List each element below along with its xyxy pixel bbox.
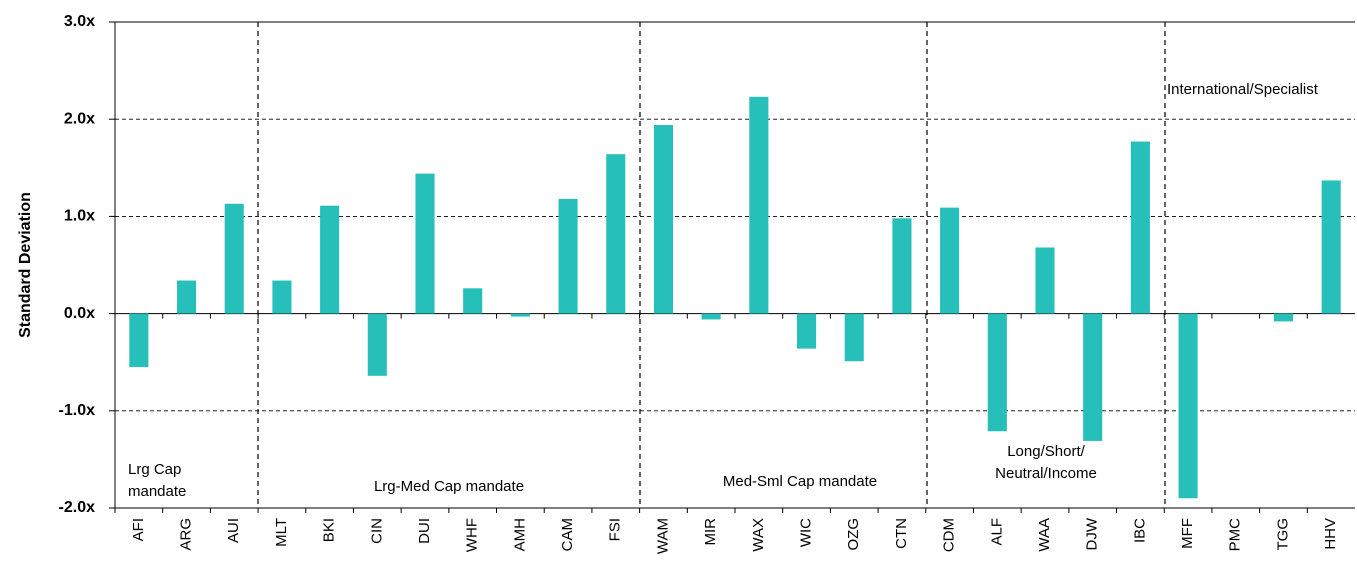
- y-tick-label: 3.0x: [64, 13, 95, 30]
- bar: [1083, 313, 1103, 441]
- x-tick-label: BKI: [321, 518, 338, 542]
- bar: [749, 96, 769, 314]
- x-tick-label: WHF: [464, 518, 481, 552]
- annotation: Lrg Cap: [128, 461, 181, 478]
- x-tick-label: AUI: [225, 518, 242, 543]
- bar: [272, 280, 292, 314]
- x-tick-label: PMC: [1227, 518, 1244, 552]
- annotation: Long/Short/: [1007, 443, 1085, 460]
- bar: [129, 313, 149, 368]
- x-tick-label: WAA: [1036, 518, 1053, 552]
- bar: [1321, 180, 1341, 314]
- x-tick-label: CAM: [559, 518, 576, 551]
- bar: [558, 198, 578, 314]
- bar: [797, 313, 817, 349]
- x-tick-label: TGG: [1274, 518, 1291, 551]
- bar: [463, 288, 483, 314]
- bar: [653, 125, 673, 314]
- y-axis-label: Standard Deviation: [17, 192, 34, 338]
- x-tick-label: ALF: [988, 518, 1005, 546]
- separators: [257, 22, 1166, 508]
- y-tick-label: -1.0x: [59, 402, 96, 419]
- y-tick-label: 1.0x: [64, 208, 95, 225]
- x-tick-label: WAM: [654, 518, 671, 554]
- x-tick-label: CTN: [893, 518, 910, 549]
- x-tick-label: DJW: [1084, 517, 1101, 550]
- bar: [1035, 247, 1055, 314]
- x-tick-label: CDM: [941, 518, 958, 552]
- bar: [606, 154, 626, 314]
- x-tick-label: IBC: [1131, 518, 1148, 543]
- bar: [224, 203, 244, 314]
- bar: [177, 280, 197, 314]
- bar: [367, 313, 387, 376]
- x-tick-label: MIR: [702, 518, 719, 546]
- y-tick-label: -2.0x: [59, 499, 96, 516]
- x-tick-label: FSI: [607, 518, 624, 541]
- x-tick-label: ARG: [178, 518, 195, 551]
- y-tick-label: 2.0x: [64, 110, 95, 127]
- annotation: Neutral/Income: [995, 465, 1097, 482]
- bar: [701, 313, 721, 320]
- y-tick-label: 0.0x: [64, 305, 95, 322]
- annotation: Med-Sml Cap mandate: [723, 473, 877, 490]
- bar: [320, 205, 340, 314]
- x-tick-label: WAX: [750, 518, 767, 552]
- bar: [1178, 313, 1198, 499]
- x-tick-label: MLT: [273, 518, 290, 547]
- x-tick-label: MFF: [1179, 518, 1196, 549]
- bar: [1130, 141, 1150, 314]
- annotation: Lrg-Med Cap mandate: [374, 478, 524, 495]
- x-tick-label: HHV: [1322, 518, 1339, 550]
- bar: [844, 313, 864, 362]
- x-tick-label: CIN: [368, 518, 385, 544]
- annotation: International/Specialist: [1167, 81, 1319, 98]
- bar: [1273, 313, 1293, 322]
- bar: [510, 313, 530, 317]
- bar: [987, 313, 1007, 432]
- x-tick-label: AMH: [511, 518, 528, 551]
- bar: [892, 218, 912, 314]
- bar: [415, 173, 435, 314]
- bar: [940, 207, 960, 314]
- x-tick-label: WIC: [798, 518, 815, 547]
- annotation: mandate: [128, 483, 186, 500]
- x-tick-label: AFI: [130, 518, 147, 541]
- x-tick-label: OZG: [845, 518, 862, 551]
- x-tick-label: DUI: [416, 518, 433, 544]
